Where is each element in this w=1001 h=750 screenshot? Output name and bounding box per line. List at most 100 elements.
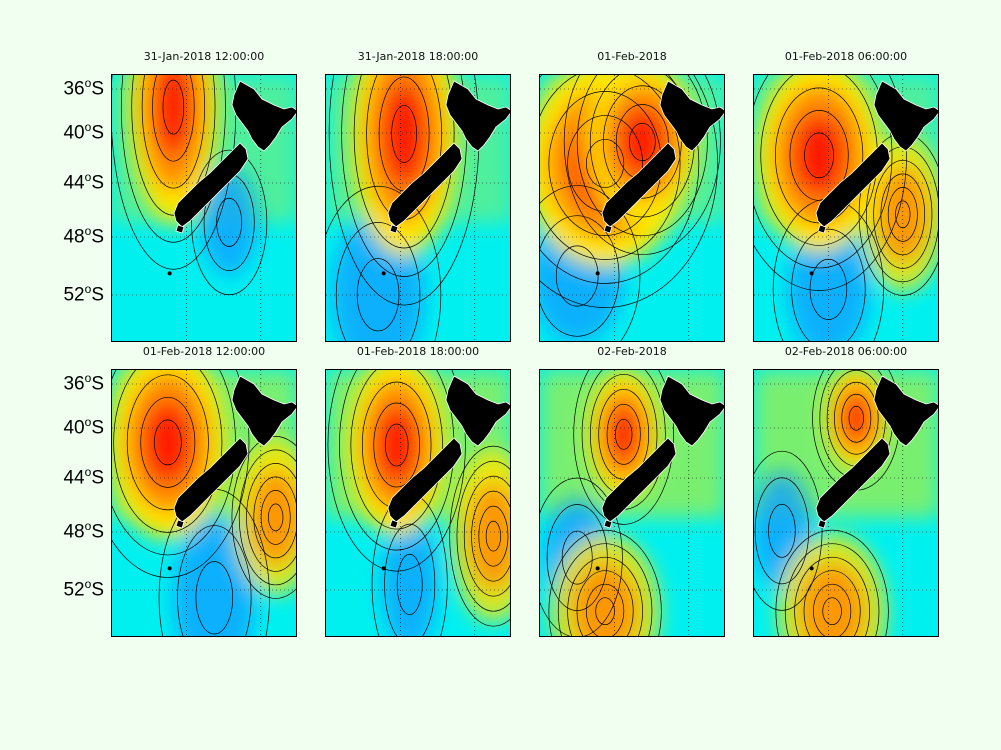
contour-line <box>567 556 643 636</box>
contour-line <box>803 570 861 636</box>
warm-anomaly <box>798 562 866 636</box>
map-panel <box>111 74 297 342</box>
latitude-tick-label: 40oS <box>24 120 104 144</box>
contour-line <box>586 139 625 188</box>
warm-anomaly <box>249 469 296 566</box>
contour-line <box>813 583 852 636</box>
contour-line <box>546 504 608 612</box>
contour-line <box>540 75 700 284</box>
contour-line <box>775 529 889 636</box>
contour-line <box>548 529 662 636</box>
contour-line <box>540 215 620 337</box>
contour-line <box>353 75 455 249</box>
hemisphere-suffix: S <box>91 226 104 248</box>
contour-line <box>326 185 442 341</box>
hemisphere-suffix: S <box>91 373 104 395</box>
map-panel <box>325 369 511 637</box>
stewart-island <box>175 519 185 529</box>
contour-line <box>555 245 599 307</box>
hemisphere-suffix: S <box>91 579 104 601</box>
contour-map <box>112 75 296 341</box>
map-panel <box>539 369 725 637</box>
contour-line <box>113 370 223 533</box>
hemisphere-suffix: S <box>91 284 104 306</box>
contour-line <box>246 463 296 572</box>
contour-line <box>540 185 641 341</box>
contour-line <box>384 423 409 467</box>
contour-line <box>260 490 291 545</box>
contour-line <box>153 419 182 466</box>
auckland-islands <box>167 271 172 276</box>
contour-line <box>822 597 842 626</box>
contour-line <box>561 530 593 585</box>
stewart-island <box>175 224 185 234</box>
panel-title: 01-Feb-2018 06:00:00 <box>784 50 908 63</box>
latitude-tick-label: 52oS <box>24 577 104 601</box>
contour-line <box>880 173 926 256</box>
hemisphere-suffix: S <box>91 172 104 194</box>
north-island <box>231 375 296 447</box>
contour-line <box>471 490 510 582</box>
contour-line <box>140 396 196 488</box>
hot-anomaly <box>843 396 870 441</box>
stewart-island <box>817 224 827 234</box>
contour-line <box>615 418 633 450</box>
contour-line <box>478 505 509 567</box>
contour-line <box>191 149 268 296</box>
cold-anomaly <box>381 517 438 636</box>
contour-map <box>540 75 724 341</box>
hot-anomaly <box>792 114 846 197</box>
contour-line <box>804 132 835 179</box>
contour-line <box>391 105 417 163</box>
degree-symbol: o <box>84 120 92 134</box>
latitude-tick-label: 48oS <box>24 519 104 543</box>
panel-title: 31-Jan-2018 18:00:00 <box>357 50 479 63</box>
contour-line <box>216 197 243 247</box>
contour-line <box>540 75 718 308</box>
warm-anomaly <box>571 562 639 636</box>
contour-line <box>784 543 880 636</box>
contour-line <box>384 523 436 636</box>
contour-line <box>848 405 864 431</box>
contour-line <box>754 450 823 611</box>
auckland-islands <box>167 566 172 571</box>
degree-symbol: o <box>84 76 92 90</box>
latitude-value: 40 <box>63 417 85 439</box>
contour-line <box>485 520 502 552</box>
panel-title: 01-Feb-2018 <box>597 50 667 63</box>
contour-line <box>775 87 864 224</box>
contour-line <box>253 476 296 559</box>
map-panel <box>539 74 725 342</box>
stewart-island <box>603 519 613 529</box>
north-island <box>659 375 724 447</box>
latitude-value: 52 <box>63 284 85 306</box>
contour-line <box>396 553 423 615</box>
latitude-value: 40 <box>63 122 85 144</box>
contour-line <box>449 445 510 627</box>
hot-anomaly <box>375 406 418 484</box>
latitude-value: 44 <box>63 172 85 194</box>
contour-line <box>177 525 252 636</box>
contour-line <box>141 75 205 189</box>
hemisphere-suffix: S <box>91 122 104 144</box>
north-island <box>445 375 510 447</box>
latitude-value: 44 <box>63 467 85 489</box>
contour-line <box>356 258 400 332</box>
contour-line <box>162 79 185 135</box>
warm-anomaly <box>876 166 929 263</box>
latitude-tick-label: 52oS <box>24 282 104 306</box>
contour-line <box>557 543 653 636</box>
contour-line <box>791 228 866 341</box>
auckland-islands <box>381 271 386 276</box>
contour-map <box>754 370 938 636</box>
contour-line <box>335 222 421 341</box>
contour-map <box>112 370 296 636</box>
latitude-value: 36 <box>63 78 85 100</box>
contour-line <box>456 460 510 612</box>
contour-line <box>327 370 466 572</box>
contour-line <box>834 381 879 455</box>
panel-title: 31-Jan-2018 12:00:00 <box>143 50 265 63</box>
contour-line <box>841 393 872 443</box>
degree-symbol: o <box>84 415 92 429</box>
